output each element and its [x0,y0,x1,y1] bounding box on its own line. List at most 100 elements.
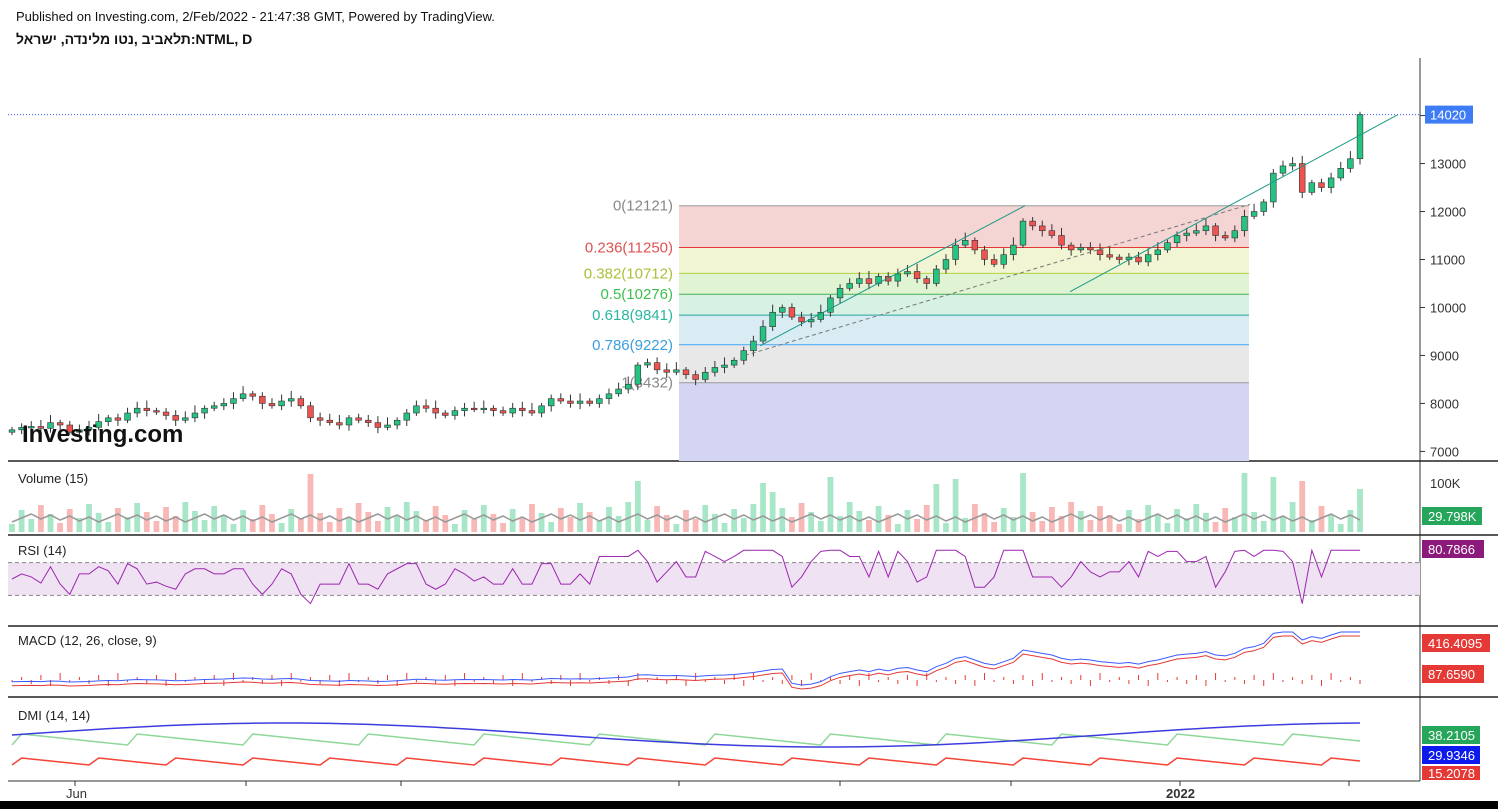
candle-body [528,410,536,414]
candle-body [673,369,680,373]
volume-bar [1097,506,1103,532]
candle-body [769,311,776,327]
volume-bar [1193,504,1200,532]
fib-zone [679,247,1249,274]
candle-body [990,259,998,265]
candle-body [711,367,719,373]
volume-bar [1048,507,1055,532]
candle-body [923,278,930,284]
fib-zone [679,344,1249,383]
candle-body [211,405,218,409]
fib-label: 0.382(10712) [584,265,673,282]
candle-body [288,398,295,402]
volume-bar [721,523,728,532]
candle-body [1144,254,1152,263]
last-price-tag [1425,105,1473,124]
volume-bar [115,508,121,532]
candle-body [913,271,921,279]
dmi-adx-line [11,722,1361,748]
volume-bar [1087,520,1094,532]
volume-tick-label: 100K [1430,476,1461,491]
candle-body [817,311,824,320]
candle-body [413,405,420,414]
published-info: Published on Investing.com, 2/Feb/2022 -… [16,9,495,24]
candle-body [644,362,651,366]
rsi-line [11,548,1360,605]
fib-label: 0.786(9222) [592,337,673,354]
volume-bar [894,524,901,532]
candle-body [519,407,526,411]
volume-bar [269,514,275,532]
volume-bar [654,506,661,532]
candle-body [894,273,902,282]
candle-body [345,417,353,426]
volume-bar [1289,502,1296,532]
volume-bar [548,522,555,532]
candle-body [1279,165,1287,174]
volume-bar [789,517,795,532]
candle-body [422,405,430,409]
volume-bar [1357,489,1363,532]
candle-body [297,398,305,407]
candle-body [470,407,478,411]
candle-body [634,364,642,385]
macd-value-tag [1422,634,1490,652]
candle-body [1270,172,1277,203]
candle-body [442,412,449,416]
rsi-value-tag [1422,540,1484,558]
candle-body [143,407,150,411]
candle-body [355,417,362,421]
candle-body [788,307,796,318]
volume-bar [731,509,738,532]
trend-line [1069,114,1399,293]
volume-bar [606,507,612,532]
fib-zone [679,273,1249,295]
macd-value: 416.4095 [1428,636,1482,651]
candle-body [432,407,439,414]
volume-bar [1116,524,1123,532]
candle-body [162,411,170,416]
volume-bar [557,508,564,532]
volume-bar [471,519,478,532]
candle-body [95,421,102,428]
candle-body [615,388,622,395]
volume-bar [827,477,834,532]
candle-body [268,403,276,407]
volume-bar [1337,524,1344,532]
volume-bar [1251,512,1257,532]
volume-bar [134,503,141,532]
dmi-adx-tag [1422,746,1480,764]
volume-bar [240,510,246,532]
volume-bar [1347,510,1354,532]
volume-value: 29.798K [1428,509,1477,524]
candle-body [105,417,112,422]
candle-body [750,340,757,351]
volume-bar [374,521,381,532]
candle-body [1029,220,1036,227]
volume-bar [952,479,959,532]
volume-bar [480,505,487,532]
candle-body [721,364,728,368]
volume-bar [1212,522,1219,532]
volume-bar [933,484,940,532]
candle-body [336,422,343,426]
candle-body [846,283,853,289]
candle-body [865,278,873,284]
candle-body [702,371,709,380]
candle-body [1183,232,1190,236]
candle-body [538,405,545,414]
dmi-adx-value: 29.9346 [1428,748,1475,763]
candle-body [1193,230,1200,234]
candle-body [374,422,382,428]
volume-bar [1126,510,1132,532]
candle-body [586,400,593,404]
volume-bar [86,504,92,532]
volume-bar [259,505,266,532]
volume-bar [1010,517,1017,532]
candle-body [239,393,247,399]
volume-bar [1077,511,1084,532]
candle-body [567,400,574,404]
volume-bar [866,520,872,532]
candle-body [605,393,613,399]
volume-bar [596,521,603,532]
